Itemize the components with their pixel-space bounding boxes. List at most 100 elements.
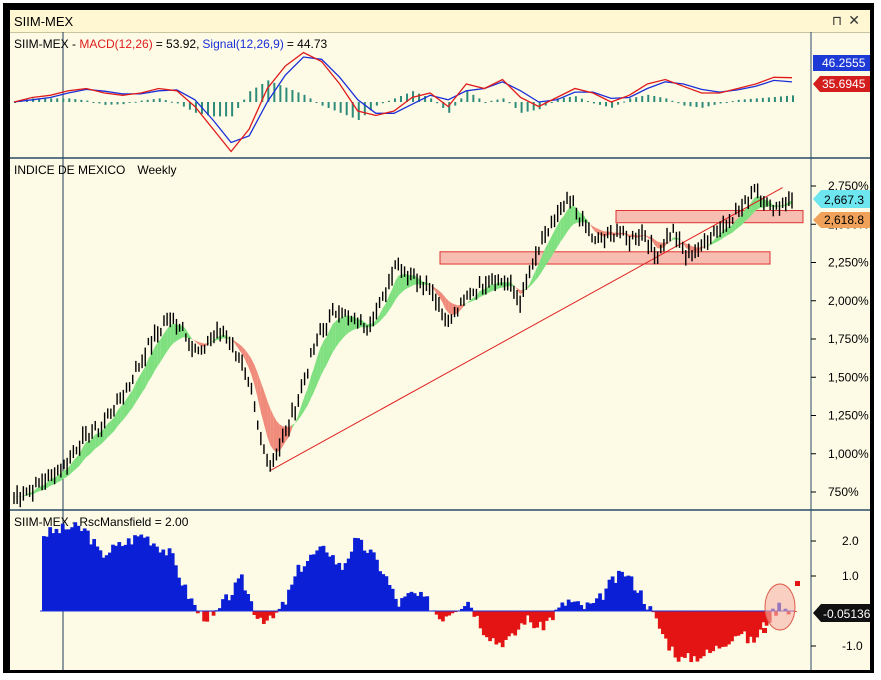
rsc-bar <box>566 599 571 611</box>
rsc-bar <box>434 611 439 615</box>
ribbon-segment <box>207 342 211 345</box>
ribbon-segment <box>251 358 255 386</box>
ribbon-segment <box>598 228 602 236</box>
rsc-bar <box>378 571 382 611</box>
rsc-bar <box>340 569 345 611</box>
histogram-bar <box>731 101 734 103</box>
rsc-bar <box>538 611 543 622</box>
ribbon-segment <box>488 284 493 293</box>
histogram-bar <box>683 102 686 106</box>
ribbon-segment <box>642 235 646 237</box>
pin-icon[interactable]: ⊓ <box>831 13 842 28</box>
rsc-bar <box>192 604 197 611</box>
rsc-bar <box>186 598 191 611</box>
ribbon-segment <box>82 442 86 462</box>
rsc-bar <box>42 536 46 611</box>
rsc-bar <box>76 525 81 611</box>
rsc-bar <box>227 600 232 611</box>
histogram-bar <box>104 102 107 105</box>
histogram-bar <box>327 102 330 108</box>
ribbon-segment <box>188 334 193 340</box>
rsc-bar <box>299 571 304 611</box>
rsc-bar <box>142 537 147 611</box>
rsc-bar <box>274 611 279 613</box>
rsc-bar <box>723 611 728 647</box>
rsc-bar <box>717 611 722 649</box>
histogram-bar <box>303 94 306 102</box>
histogram-bar <box>761 97 764 102</box>
rsc-bar <box>255 611 260 619</box>
ribbon-segment <box>707 243 711 247</box>
ribbon-segment <box>742 209 746 225</box>
signal-badge: 46.2555 <box>813 55 870 71</box>
histogram-bar <box>128 102 131 103</box>
histogram-bar <box>611 102 614 108</box>
rsc-bar <box>85 530 90 611</box>
rsc-bar <box>563 605 568 611</box>
ribbon-segment <box>413 274 418 285</box>
histogram-bar <box>321 102 324 106</box>
ribbon-segment <box>235 341 239 350</box>
rsc-tick-label: 2.0 <box>842 534 859 548</box>
rsc-bar <box>362 550 367 611</box>
ribbon-segment <box>142 366 146 393</box>
close-icon[interactable]: ✕ <box>848 12 860 28</box>
ribbon-segment <box>107 420 111 438</box>
rsc-bar <box>705 611 709 650</box>
ribbon-segment <box>560 215 564 242</box>
ribbon-segment <box>713 237 718 244</box>
ribbon-segment <box>457 304 461 314</box>
rsc-tick-label: -1.0 <box>842 639 863 653</box>
ribbon-segment <box>723 228 727 238</box>
signal-line <box>13 56 793 144</box>
ribbon-segment <box>626 233 630 238</box>
macd-line <box>13 51 793 153</box>
ribbon-segment <box>760 197 764 208</box>
rsc-bar <box>217 608 222 611</box>
rsc-bar <box>54 528 59 611</box>
rsc-bar <box>390 588 395 611</box>
ribbon-segment <box>267 399 271 446</box>
histogram-bar <box>231 102 234 117</box>
ribbon-segment <box>638 235 643 238</box>
rsc-bar <box>736 611 741 636</box>
rsc-bar <box>92 539 97 611</box>
ribbon-segment <box>185 329 189 339</box>
rsc-bar <box>98 550 103 611</box>
rsc-bar <box>252 611 257 616</box>
histogram-bar <box>315 102 318 103</box>
ribbon-segment <box>623 232 627 236</box>
rsc-bar <box>233 582 238 611</box>
rsc-bar <box>560 602 565 611</box>
svg-text:2,667.3: 2,667.3 <box>824 193 864 207</box>
ribbon-segment <box>35 487 39 493</box>
ribbon-segment <box>526 284 530 289</box>
rsc-bar <box>60 523 65 611</box>
rsc-bar <box>236 578 241 611</box>
rsc-bar <box>679 611 684 657</box>
ribbon-segment <box>529 276 533 288</box>
rsc-bar <box>503 611 508 640</box>
rsc-bar <box>595 598 599 611</box>
ribbon-segment <box>182 325 186 338</box>
histogram-bar <box>86 100 89 102</box>
ribbon-segment <box>110 417 114 435</box>
histogram-bar <box>297 92 300 102</box>
ribbon-segment <box>373 319 377 327</box>
ribbon-segment <box>113 411 118 432</box>
histogram-bar <box>719 102 722 104</box>
rsc-bar <box>249 601 254 611</box>
price-tick-label: 750% <box>828 485 859 499</box>
ribbon-segment <box>710 239 714 246</box>
macd-badge: 35.6945 <box>813 76 870 92</box>
rsc-bar <box>444 611 448 617</box>
ribbon-segment <box>754 195 758 212</box>
ribbon-segment <box>313 357 318 393</box>
rsc-bar <box>657 611 662 629</box>
ribbon-segment <box>595 227 599 234</box>
rsc-bar <box>701 611 706 657</box>
rsc-bar <box>164 555 169 611</box>
histogram-bar <box>466 91 469 102</box>
ribbon-segment <box>557 219 561 247</box>
ribbon-segment <box>701 246 705 249</box>
